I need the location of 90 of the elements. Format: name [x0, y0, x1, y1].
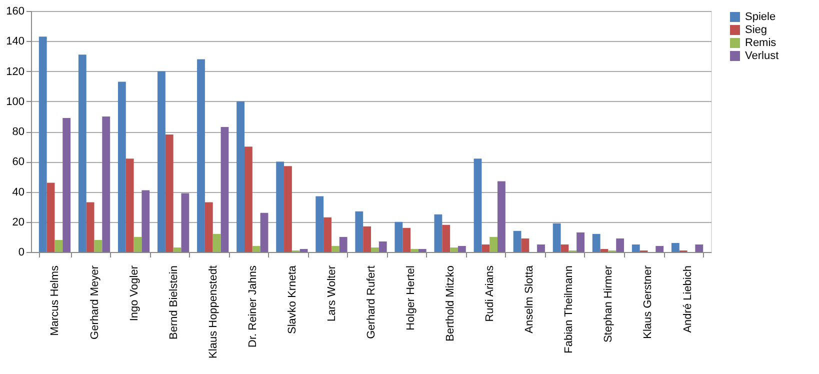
bar — [498, 181, 506, 252]
bar — [592, 234, 600, 252]
bar — [260, 212, 268, 252]
bar — [102, 116, 110, 252]
bar — [126, 158, 134, 252]
x-tick-label: Klaus Hoppenstedt — [207, 266, 220, 358]
bar — [252, 246, 260, 252]
bar — [118, 82, 126, 252]
bar — [418, 248, 426, 252]
bar — [158, 71, 166, 252]
bar — [78, 54, 86, 252]
x-tick-label: Marcus Helms — [49, 265, 62, 336]
x-tick-label: Gerhard Rufert — [366, 266, 378, 339]
bar — [276, 162, 284, 252]
bar — [355, 211, 364, 252]
bar — [62, 118, 71, 252]
bar — [513, 230, 522, 252]
x-tick-label: Holger Hertel — [405, 266, 418, 330]
bar — [616, 238, 624, 252]
y-tick-label: 80 — [12, 126, 24, 138]
x-tick-label: Anselm Slotta — [524, 264, 536, 334]
y-tick-label: 160 — [6, 6, 24, 18]
bar — [378, 241, 387, 252]
bar — [204, 202, 213, 252]
bar — [38, 36, 47, 252]
bar — [402, 228, 411, 252]
x-tick-label: Klaus Gerstner — [642, 265, 654, 339]
bar — [300, 248, 308, 252]
bar — [46, 182, 55, 252]
x-tick-label: Slavko Krneta — [286, 264, 298, 334]
bar — [324, 217, 332, 252]
x-tick-label: Bernd Bielstein — [168, 266, 180, 340]
y-tick-label: 0 — [18, 246, 24, 258]
bar — [181, 193, 190, 252]
bar — [86, 202, 94, 252]
x-tick-label: André Liebich — [682, 266, 694, 333]
bar — [490, 236, 498, 252]
bar — [632, 244, 640, 252]
x-tick-label: Stephan Hirmer — [602, 265, 615, 343]
y-tick-label: 40 — [12, 186, 24, 198]
x-tick-label: Fabian Theilmann — [563, 266, 576, 354]
bar — [552, 223, 561, 252]
bar — [54, 240, 63, 252]
y-tick-label: 120 — [6, 66, 24, 78]
bar — [212, 234, 221, 252]
x-tick-label: Gerhard Meyer — [88, 265, 101, 340]
bar — [165, 134, 174, 252]
bar — [410, 248, 418, 252]
x-tick-label: Rudi Arians — [484, 265, 496, 322]
y-tick-label: 100 — [6, 96, 24, 108]
bar — [600, 248, 608, 252]
legend-label: Remis — [745, 37, 777, 49]
x-tick-label: Ingo Vogler — [128, 265, 140, 322]
bar — [197, 59, 205, 252]
bar — [173, 247, 182, 252]
bar — [560, 244, 569, 252]
bar — [339, 236, 348, 252]
bar — [656, 246, 664, 252]
bar — [394, 222, 403, 252]
bar — [94, 240, 102, 252]
bar — [442, 224, 450, 252]
bar — [576, 232, 584, 252]
bar — [220, 126, 229, 252]
bar — [474, 158, 482, 252]
bar — [236, 101, 244, 252]
x-tick-label: Dr. Reiner Jahns — [246, 265, 259, 348]
bar — [521, 238, 530, 252]
y-tick-label: 140 — [6, 36, 24, 48]
bar — [458, 246, 466, 252]
bar — [363, 226, 371, 252]
x-tick-label: Berthold Mitzko — [444, 266, 457, 342]
legend-label: Verlust — [745, 50, 779, 62]
bar — [331, 246, 340, 252]
legend-label: Sieg — [745, 24, 768, 36]
bar — [450, 247, 458, 252]
x-tick-label: Lars Wolter — [326, 265, 338, 322]
legend-label: Spiele — [745, 11, 776, 23]
bar — [537, 244, 545, 252]
bar — [244, 146, 252, 252]
bar — [316, 196, 324, 252]
bar — [482, 244, 490, 252]
bar — [434, 214, 442, 252]
bar — [284, 166, 292, 252]
bar — [371, 247, 379, 252]
bar — [671, 242, 680, 252]
bar — [695, 244, 704, 252]
bar — [134, 236, 142, 252]
y-tick-label: 20 — [12, 216, 24, 228]
y-tick-label: 60 — [12, 156, 24, 168]
bar — [142, 190, 150, 252]
